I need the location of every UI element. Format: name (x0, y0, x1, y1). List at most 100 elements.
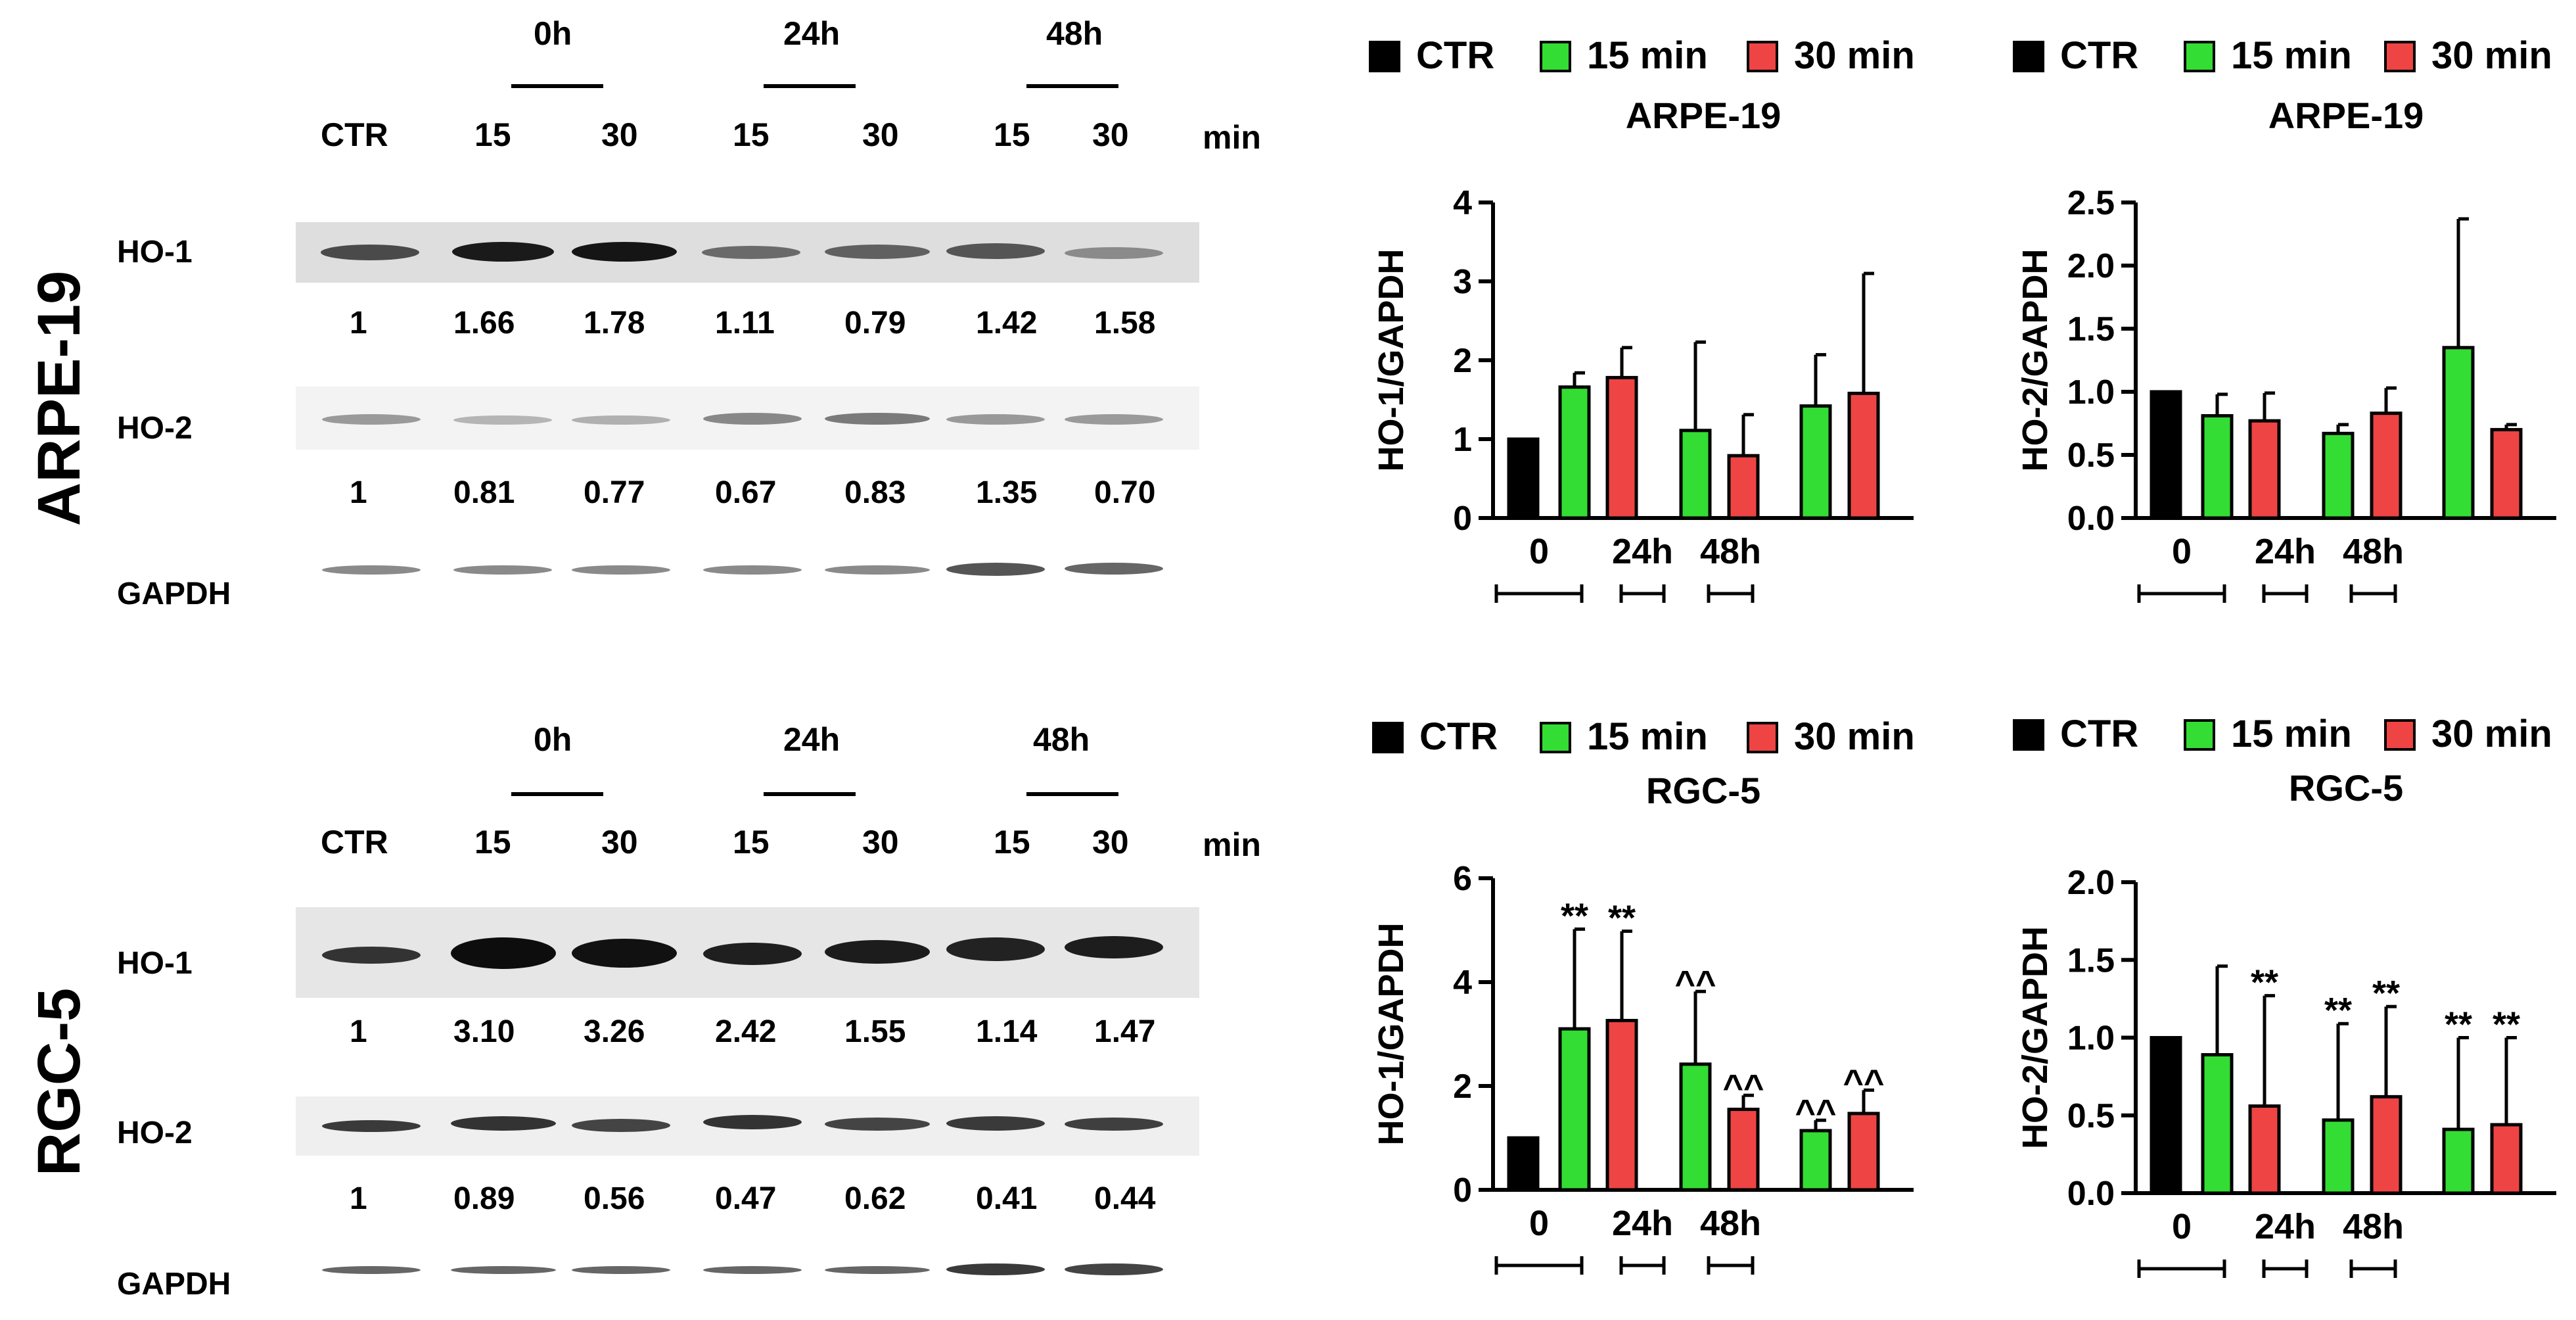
row-label-gapdh: GAPDH (117, 577, 231, 611)
timepoint-0h: 0h (534, 15, 572, 52)
y-tick-label: 0.0 (2067, 500, 2115, 538)
legend-swatch (2013, 719, 2044, 751)
bar (2490, 1123, 2523, 1195)
y-tick-label: 3 (1453, 263, 1472, 301)
bracket-24h (764, 792, 856, 796)
blot-ho1 (296, 222, 1199, 283)
legend-swatch (2013, 41, 2044, 72)
lane-30: 30 (601, 116, 638, 153)
legend-swatch (1747, 41, 1778, 72)
significance-label: ** (1561, 896, 1588, 935)
bar (1679, 1062, 1712, 1192)
legend-label: 15 min (1587, 715, 1708, 758)
band (1065, 1263, 1163, 1275)
band (322, 565, 421, 575)
legend-label: 30 min (2431, 713, 2552, 755)
legend-swatch (1747, 722, 1778, 753)
band (703, 943, 802, 965)
value: 0.41 (976, 1181, 1038, 1216)
value: 0.62 (844, 1181, 906, 1216)
blot-gapdh (296, 1252, 1199, 1291)
y-tick-label: 2.0 (2067, 247, 2115, 285)
blot-ho1 (296, 907, 1199, 998)
lane-30: 30 (862, 824, 899, 860)
blot-ho2 (296, 387, 1199, 450)
value: 1 (350, 306, 367, 341)
y-axis-label: HO-1/GAPDH (1371, 922, 1411, 1145)
legend-label: 30 min (1794, 34, 1915, 77)
y-tick-label: 2 (1453, 1068, 1472, 1106)
bar (1605, 375, 1638, 520)
band (946, 937, 1045, 961)
lane-15: 15 (994, 824, 1030, 860)
lane-15: 15 (733, 824, 770, 860)
band (453, 415, 552, 425)
group-label: 0 (2172, 532, 2192, 571)
band (946, 243, 1045, 259)
band (321, 245, 419, 260)
chart-title: ARPE-19 (1626, 95, 1782, 136)
bar (1558, 1027, 1591, 1192)
significance-label: ** (2445, 1005, 2472, 1045)
bar (2322, 431, 2355, 520)
legend-swatch (2184, 719, 2215, 751)
band (825, 940, 930, 964)
band (451, 1266, 556, 1274)
legend-label: 30 min (1794, 715, 1915, 758)
bar (2201, 1053, 2234, 1195)
band (825, 413, 930, 425)
lane-30: 30 (601, 824, 638, 860)
significance-label: ** (1608, 899, 1636, 938)
min-label: min (1203, 826, 1261, 863)
legend-swatch (2184, 41, 2215, 72)
row-label-ho1: HO-1 (117, 946, 193, 981)
lane-30: 30 (1092, 824, 1129, 860)
timepoint-24h: 24h (783, 721, 840, 758)
band (572, 565, 670, 575)
y-tick-label: 1.0 (2067, 1020, 2115, 1058)
value: 0.83 (844, 475, 906, 510)
value: 1.55 (844, 1014, 906, 1049)
y-axis-label: HO-2/GAPDH (2015, 926, 2055, 1149)
bar (1799, 404, 1832, 520)
value: 0.81 (453, 475, 515, 510)
group-label: 24h (1612, 1204, 1673, 1243)
chart-title: RGC-5 (1646, 770, 1760, 811)
band (572, 939, 677, 968)
band (572, 415, 670, 425)
bar (1558, 385, 1591, 520)
bar (2370, 412, 2403, 520)
value: 3.26 (584, 1014, 645, 1049)
value: 1 (350, 1014, 367, 1049)
band (825, 1266, 930, 1274)
row-label-gapdh: GAPDH (117, 1267, 231, 1302)
legend-swatch (2384, 719, 2416, 751)
y-tick-label: 6 (1453, 860, 1472, 898)
lane-30: 30 (862, 116, 899, 153)
legend-label: 15 min (1587, 34, 1708, 77)
bracket-0h (511, 84, 603, 88)
bar (1847, 1112, 1880, 1192)
band (451, 1116, 556, 1131)
group-label: 24h (2255, 1207, 2316, 1246)
value: 0.77 (584, 475, 645, 510)
band (702, 246, 800, 259)
legend-label: CTR (2060, 34, 2138, 77)
timepoint-0h: 0h (534, 721, 572, 758)
row-label-ho2: HO-2 (117, 411, 193, 446)
bar (1679, 429, 1712, 520)
group-label: 48h (1700, 532, 1761, 571)
band (825, 245, 930, 259)
timepoint-48h: 48h (1033, 721, 1090, 758)
y-tick-label: 0 (1453, 1171, 1472, 1210)
band (946, 563, 1045, 576)
bar (2150, 390, 2182, 520)
value: 0.70 (1094, 475, 1156, 510)
significance-label: ** (2372, 974, 2400, 1013)
band (572, 242, 677, 262)
value: 1.35 (976, 475, 1038, 510)
lane-15: 15 (474, 116, 511, 153)
lane-ctr: CTR (321, 824, 388, 860)
